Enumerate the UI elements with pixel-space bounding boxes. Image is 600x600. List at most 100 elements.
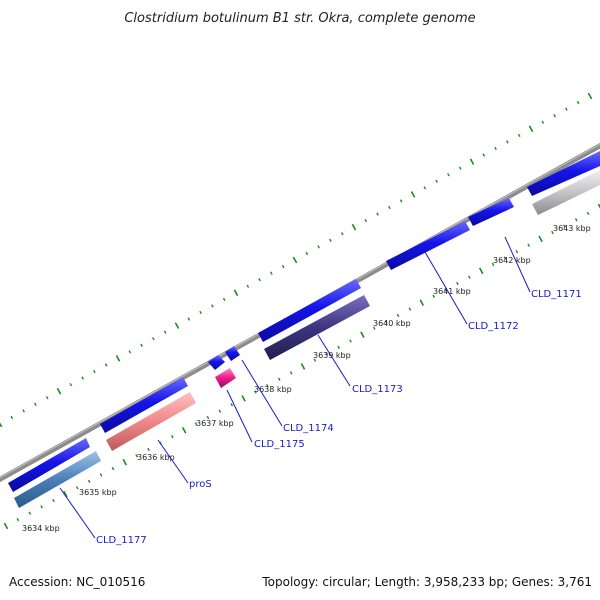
scale-dot	[399, 199, 403, 203]
tick-label-3643: 3643 kbp	[553, 224, 591, 233]
scale-tick-mark	[410, 191, 416, 198]
scale-dot	[574, 218, 578, 222]
scale-dot	[81, 376, 84, 380]
plus-feature-bar	[468, 198, 514, 226]
scale-dot	[52, 498, 55, 503]
scale-dot	[325, 352, 329, 356]
scale-dot	[482, 153, 486, 157]
scale-dot	[246, 284, 250, 288]
tick-label-3641: 3641 kbp	[433, 287, 471, 296]
gene-label-cld-1174: CLD_1174	[283, 423, 334, 434]
scale-dot	[75, 486, 79, 490]
scale-dot	[152, 337, 155, 341]
plus-feature-bar	[100, 377, 188, 433]
tick-label-3638: 3638 kbp	[254, 385, 292, 394]
scale-dot	[10, 415, 14, 420]
scale-tick-mark	[115, 355, 121, 362]
gene-cld-1175-bar	[215, 368, 236, 388]
map-title: Clostridium botulinum B1 str. Okra, comp…	[124, 11, 475, 26]
scale-tick-mark	[56, 387, 62, 395]
scale-dot	[277, 377, 281, 381]
scale-dot	[372, 326, 376, 330]
scale-tick-mark	[587, 92, 593, 100]
scale-dot	[503, 256, 507, 260]
gene-pros-bar	[106, 392, 196, 451]
gene-cld-1173-bar	[264, 295, 370, 360]
scale-dot	[206, 415, 210, 420]
gene-cld-1174-bar	[225, 346, 240, 361]
scale-dot	[230, 403, 234, 407]
tick-label-3635: 3635 kbp	[79, 488, 117, 497]
plus-feature-bar	[527, 151, 600, 196]
scale-dot	[305, 251, 309, 256]
plus-feature-bar	[386, 221, 470, 270]
scale-dot	[22, 409, 25, 413]
plus-feature-bar	[8, 438, 90, 492]
leader-cld-1174	[241, 359, 283, 427]
scale-tick-mark	[0, 422, 3, 428]
plus-feature-small	[208, 355, 225, 370]
scale-dot	[104, 363, 108, 367]
scale-dot	[317, 245, 320, 249]
scale-dot	[93, 369, 96, 374]
gene-label-cld-1172: CLD_1172	[468, 321, 519, 332]
scale-dot	[444, 288, 447, 292]
leader-cld-1172	[424, 251, 468, 325]
scale-dot	[254, 390, 257, 394]
scale-dot	[491, 262, 495, 267]
scale-tick-mark	[597, 203, 600, 209]
scale-dot	[45, 396, 49, 400]
scale-dot	[270, 271, 273, 275]
gene-label-pros: proS	[189, 479, 212, 490]
scale-dot	[432, 294, 436, 298]
scale-dot	[111, 466, 115, 471]
scale-dot	[99, 473, 103, 477]
scale-dot	[135, 454, 139, 458]
scale-dot	[364, 218, 368, 223]
scale-dot	[494, 146, 497, 151]
accession-text: Accession: NC_010516	[9, 575, 145, 589]
scale-tick-mark	[122, 458, 128, 466]
scale-dot	[222, 297, 226, 302]
scale-dot	[551, 230, 554, 235]
scale-dot	[423, 186, 427, 190]
scale-dot	[396, 313, 400, 318]
scale-tick-mark	[292, 256, 298, 264]
scale-tick-mark	[478, 267, 484, 275]
scale-tick-mark	[538, 235, 543, 243]
scale-dot	[506, 140, 509, 144]
scale-dot	[289, 371, 293, 375]
scale-tick-mark	[528, 125, 534, 133]
scale-dot	[337, 345, 340, 350]
scale-dot	[435, 179, 438, 183]
scale-dot	[565, 107, 568, 111]
tick-label-3637: 3637 kbp	[196, 419, 234, 428]
scale-tick-mark	[174, 322, 180, 329]
scale-dot	[408, 307, 412, 311]
scale-dot	[563, 224, 566, 228]
scale-tick-mark	[360, 331, 365, 338]
scale-dot	[447, 173, 450, 177]
scale-dot	[313, 358, 317, 362]
outer-dot-ring	[0, 92, 593, 428]
scale-dot	[258, 278, 261, 282]
tick-label-3634: 3634 kbp	[22, 524, 60, 533]
leader-pros	[157, 439, 189, 484]
scale-dot	[458, 166, 462, 170]
gene-label-cld-1171: CLD_1171	[531, 289, 582, 300]
leader-cld-1173	[317, 334, 351, 387]
scale-tick-mark	[300, 363, 306, 370]
scale-dot	[163, 330, 167, 334]
scale-dot	[266, 383, 269, 388]
scale-dot	[16, 517, 20, 522]
tick-label-3640: 3640 kbp	[373, 319, 411, 328]
scale-dot	[281, 264, 285, 269]
scale-dot	[388, 205, 391, 210]
scale-dot	[218, 409, 222, 413]
scale-dot	[40, 505, 43, 509]
scale-dot	[340, 232, 344, 236]
plus-feature-bar	[258, 279, 361, 342]
scale-dot	[28, 511, 32, 515]
scale-tick-mark	[233, 289, 239, 297]
leader-cld-1171	[504, 236, 531, 293]
